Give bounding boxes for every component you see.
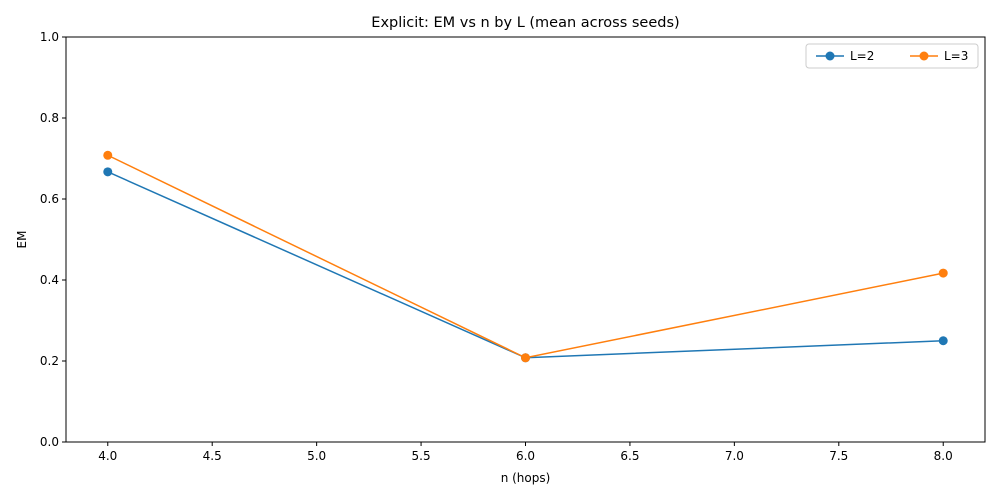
- y-tick-label: 0.0: [40, 435, 59, 449]
- x-tick-label: 6.0: [516, 449, 535, 463]
- x-tick-label: 4.5: [203, 449, 222, 463]
- series-line-l2: [107, 171, 944, 359]
- data-point: [103, 150, 113, 160]
- legend-label: L=3: [944, 49, 968, 63]
- data-point: [938, 268, 948, 278]
- x-tick-label: 6.5: [620, 449, 639, 463]
- y-tick-label: 0.4: [40, 273, 59, 287]
- x-tick-label: 5.0: [307, 449, 326, 463]
- x-axis: 4.0 4.5 5.0 5.5 6.0 6.5 7.0 7.5 8.0: [98, 442, 953, 463]
- x-tick-label: 8.0: [934, 449, 953, 463]
- y-tick-label: 0.8: [40, 111, 59, 125]
- x-tick-label: 4.0: [98, 449, 117, 463]
- legend-swatch-marker: [825, 51, 835, 61]
- y-tick-label: 1.0: [40, 30, 59, 44]
- legend-swatch-marker: [919, 51, 929, 61]
- data-point: [103, 167, 113, 177]
- legend-label: L=2: [850, 49, 874, 63]
- y-tick-label: 0.6: [40, 192, 59, 206]
- legend-box: [805, 43, 979, 69]
- y-tick-label: 0.2: [40, 354, 59, 368]
- x-tick-label: 7.0: [725, 449, 744, 463]
- data-point: [521, 353, 530, 363]
- x-tick-label: 7.5: [829, 449, 848, 463]
- x-axis-label: n (hops): [501, 471, 551, 485]
- series-line-l3: [107, 154, 944, 359]
- x-tick-label: 5.5: [412, 449, 431, 463]
- y-axis: 0.0 0.2 0.4 0.6 0.8 1.0: [40, 30, 66, 449]
- series-layer: [103, 150, 948, 363]
- chart-title: Explicit: EM vs n by L (mean across seed…: [371, 15, 679, 31]
- data-point: [938, 336, 948, 346]
- y-axis-label: EM: [15, 231, 29, 249]
- plot-area-frame: [65, 36, 986, 443]
- legend: L=2 L=3: [805, 43, 979, 69]
